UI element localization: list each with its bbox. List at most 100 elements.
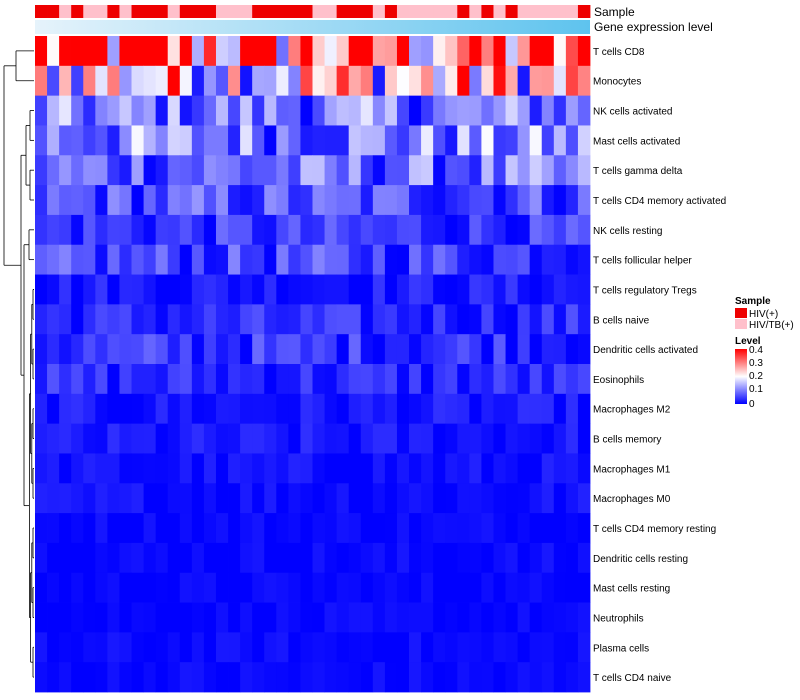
heatmap-cell — [553, 483, 567, 514]
sample-annotation-cell — [360, 5, 374, 18]
heatmap-cell — [167, 393, 181, 425]
heatmap-cell — [360, 95, 374, 126]
heatmap-cell — [517, 214, 531, 246]
heatmap-cell — [493, 155, 506, 186]
heatmap-cell — [541, 393, 555, 425]
heatmap-cell — [179, 214, 193, 246]
heatmap-cell — [83, 125, 96, 156]
heatmap-cell — [276, 632, 289, 663]
heatmap-cell — [131, 274, 144, 305]
heatmap-cell — [517, 513, 531, 544]
row-label: Dendritic cells resting — [593, 554, 688, 565]
heatmap-cell — [324, 364, 338, 395]
heatmap-cell — [167, 542, 181, 574]
heatmap-cell — [252, 155, 265, 186]
heatmap-cell — [167, 95, 181, 126]
heatmap-cell — [469, 65, 482, 97]
heatmap-cell — [565, 274, 579, 305]
heatmap-cell — [517, 483, 531, 514]
heatmap-cell — [179, 483, 193, 514]
heatmap-cell — [203, 602, 217, 633]
heatmap-cell — [264, 36, 277, 67]
heatmap-cell — [143, 36, 157, 67]
heatmap-cell — [312, 95, 325, 126]
row-label: Macrophages M2 — [593, 405, 671, 416]
heatmap-cell — [384, 572, 398, 603]
heatmap-cell — [384, 542, 398, 574]
heatmap-cell — [240, 185, 253, 216]
heatmap-cell — [324, 304, 338, 335]
heatmap-cell — [529, 423, 543, 454]
heatmap-cell — [445, 572, 458, 603]
heatmap-cell — [409, 125, 422, 156]
legend-level-tick-0.4: 0.4 — [749, 345, 763, 356]
heatmap-cell — [71, 244, 84, 275]
heatmap-cell — [336, 125, 350, 156]
heatmap-cell — [71, 513, 84, 544]
heatmap-cell — [203, 274, 217, 305]
heatmap-cell — [336, 36, 350, 67]
heatmap-cell — [300, 453, 313, 484]
heatmap-cell — [445, 244, 458, 275]
heatmap-cell — [276, 513, 289, 544]
heatmap-cell — [288, 274, 301, 305]
heatmap-cell — [336, 393, 350, 425]
heatmap-cell — [71, 542, 84, 574]
heatmap-cell — [409, 244, 422, 275]
heatmap-cell — [517, 125, 531, 156]
heatmap-cell — [348, 65, 362, 97]
heatmap-cell — [288, 572, 301, 603]
heatmap-cell — [83, 632, 96, 663]
heatmap-cell — [541, 423, 555, 454]
heatmap-cell — [433, 364, 446, 395]
heatmap-cell — [384, 155, 398, 186]
heatmap-cell — [155, 513, 169, 544]
heatmap-cell — [107, 95, 120, 126]
heatmap-cell — [47, 155, 60, 186]
heatmap-cell — [324, 244, 338, 275]
heatmap-cell — [493, 304, 506, 335]
heatmap-cell — [553, 155, 567, 186]
heatmap-cell — [143, 572, 157, 603]
heatmap-cell — [155, 483, 169, 514]
heatmap-cell — [384, 393, 398, 425]
heatmap-cell — [409, 36, 422, 67]
heatmap-cell — [59, 542, 72, 574]
heatmap-cell — [553, 453, 567, 484]
heatmap-cell — [372, 572, 386, 603]
heatmap-cell — [167, 244, 181, 275]
heatmap-cell — [421, 542, 434, 574]
heatmap-cell — [469, 36, 482, 67]
heatmap-cell — [396, 155, 410, 186]
heatmap-cell — [95, 483, 108, 514]
heatmap-cell — [155, 542, 169, 574]
heatmap-cell — [336, 632, 350, 663]
heatmap-cell — [493, 542, 506, 574]
heatmap-cell — [360, 542, 374, 574]
heatmap-cell — [240, 334, 253, 365]
heatmap-cell — [565, 602, 579, 633]
heatmap-cell — [95, 662, 108, 693]
heatmap-cell — [179, 632, 193, 663]
heatmap-cell — [167, 364, 181, 395]
heatmap-cell — [47, 65, 60, 97]
heatmap-cell — [155, 95, 169, 126]
heatmap-cell — [252, 274, 265, 305]
heatmap-cell — [565, 65, 579, 97]
heatmap-cell — [360, 155, 374, 186]
heatmap-cell — [167, 483, 181, 514]
heatmap-cell — [517, 304, 531, 335]
heatmap-cell — [119, 453, 132, 484]
heatmap-cell — [421, 334, 434, 365]
heatmap-cell — [47, 244, 60, 275]
sample-annotation-cell — [240, 5, 253, 18]
heatmap-cell — [481, 95, 494, 126]
heatmap-cell — [59, 274, 72, 305]
heatmap-cell — [71, 572, 84, 603]
heatmap-cell — [481, 155, 494, 186]
heatmap-cell — [348, 513, 362, 544]
heatmap-cell — [203, 572, 217, 603]
heatmap-cell — [59, 155, 72, 186]
sample-annotation-cell — [179, 5, 193, 18]
heatmap-cell — [288, 513, 301, 544]
